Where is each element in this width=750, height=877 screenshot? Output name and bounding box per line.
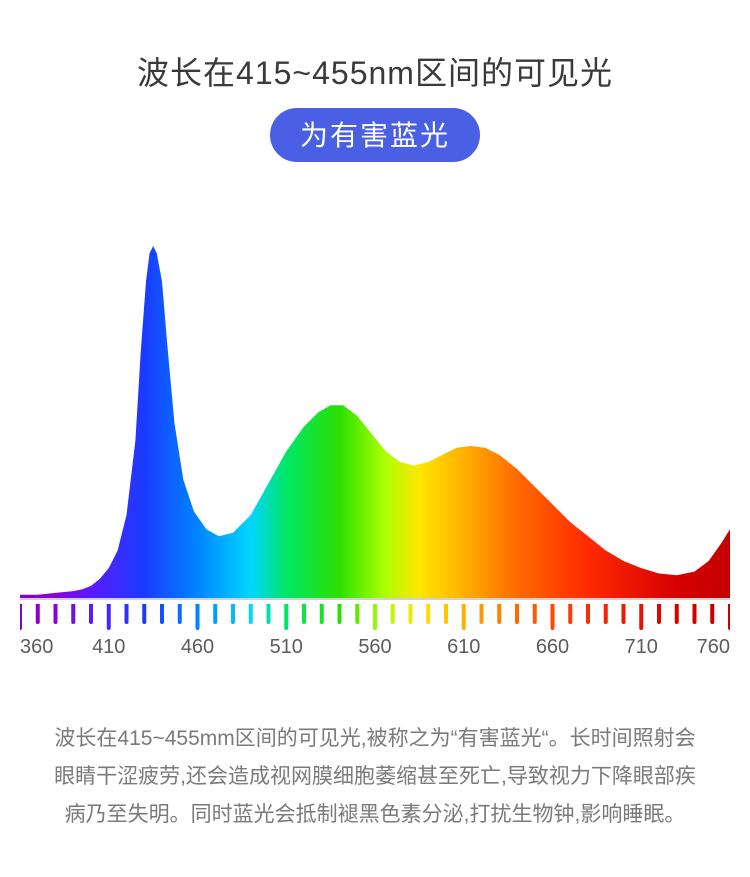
pill-badge: 为有害蓝光: [270, 108, 480, 162]
axis-tick-label: 610: [447, 636, 480, 659]
axis-tick-label: 360: [20, 636, 53, 659]
axis-tick-label: 510: [270, 636, 303, 659]
wavelength-ticks: [20, 604, 730, 634]
axis-tick-label: 460: [181, 636, 214, 659]
axis-tick-label: 560: [358, 636, 391, 659]
spectrum-chart: 360 410 460 510 560 610 660 710 760: [20, 240, 730, 662]
title-line: 波长在415~455nm区间的可见光: [0, 48, 750, 94]
description-paragraph: 波长在415~455mm区间的可见光,被称之为“有害蓝光“。长时间照射会眼睛干涩…: [48, 720, 702, 834]
spectrum-area: [20, 240, 730, 600]
header: 波长在415~455nm区间的可见光 为有害蓝光: [0, 0, 750, 162]
wavelength-axis-labels: 360 410 460 510 560 610 660 710 760: [20, 636, 730, 662]
axis-tick-label: 760: [697, 636, 730, 659]
axis-tick-label: 410: [92, 636, 125, 659]
axis-tick-label: 710: [625, 636, 658, 659]
axis-tick-label: 660: [536, 636, 569, 659]
